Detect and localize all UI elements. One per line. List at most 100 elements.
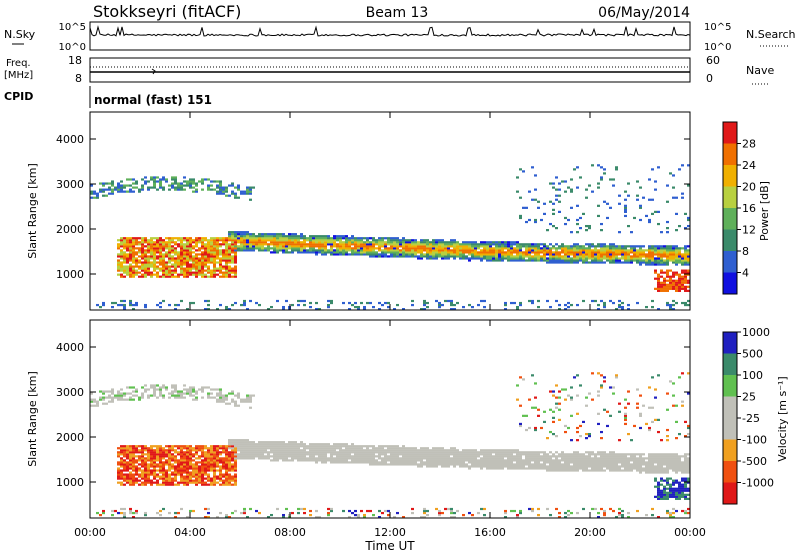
power-cell [366,301,369,305]
velocity-cell [450,516,453,519]
velocity-cell [555,457,558,460]
power-cell [678,251,681,254]
power-cell [594,245,597,248]
power-cell [447,253,450,256]
power-cell [396,239,399,242]
velocity-cell [225,473,228,476]
power-cell [660,275,663,278]
power-cell [231,241,234,244]
power-cell [363,251,366,254]
power-cell [501,259,504,262]
velocity-cell [138,396,141,399]
power-cell [657,263,660,266]
velocity-cell [333,445,336,448]
power-cell [663,249,666,252]
power-cell [198,247,201,250]
velocity-cell [447,507,450,511]
power-cell [96,196,99,199]
power-cell [600,176,603,179]
power-cell [138,271,141,274]
power-cell [393,241,396,244]
power-cell [273,245,276,248]
power-cell [573,245,576,248]
power-cell [492,247,495,250]
power-cell [246,243,249,246]
power-cell [99,182,102,185]
power-cell [195,257,198,260]
power-cell [276,243,279,246]
velocity-cell [357,451,360,454]
power-cell [558,200,561,203]
velocity-cell [474,465,477,468]
velocity-cell [411,463,414,466]
velocity-cell [390,447,393,450]
velocity-cell [336,443,339,446]
power-cell [384,241,387,244]
power-cell [609,255,612,258]
velocity-cell [459,455,462,458]
power-cell [168,273,171,276]
velocity-cell [435,459,438,462]
velocity-cell [543,453,546,456]
power-cell [246,237,249,240]
velocity-cell [228,479,231,482]
power-cell [678,273,681,276]
velocity-cell [393,447,396,450]
power-cell [189,271,192,274]
power-cell [606,247,609,250]
power-cell [177,245,180,248]
velocity-cell [258,447,261,450]
velocity-cell [129,398,132,401]
velocity-cell [351,445,354,448]
power-cell [408,249,411,252]
power-cell [234,301,237,305]
velocity-cell [486,467,489,470]
power-cell [555,194,558,197]
velocity-cell [585,465,588,468]
velocity-cell [402,451,405,454]
power-cell [171,273,174,276]
power-cell [267,233,270,236]
power-cell [180,261,183,264]
velocity-cell [585,463,588,466]
power-cell [609,249,612,252]
power-cell [216,180,219,183]
velocity-cell [198,447,201,450]
velocity-cell [417,451,420,454]
velocity-cell [339,453,342,456]
power-cell [258,241,261,244]
velocity-cell [171,449,174,452]
power-cell [687,164,690,167]
power-cell [534,251,537,254]
power-cell [531,255,534,258]
velocity-cell [303,451,306,454]
power-colorbar-tick-label: 12 [742,224,756,237]
velocity-cell [546,461,549,464]
velocity-cell [282,457,285,460]
velocity-cell [312,443,315,446]
power-cell [231,247,234,250]
power-cell [351,241,354,244]
velocity-cell [507,461,510,464]
power-cell [330,239,333,242]
power-cell [363,237,366,240]
velocity-cell [147,457,150,460]
velocity-cell [228,392,231,395]
velocity-cell [477,461,480,464]
power-cell [678,281,681,284]
power-cell [396,243,399,246]
velocity-cell [294,455,297,458]
velocity-cell [501,457,504,460]
velocity-cell [396,457,399,460]
power-cell [144,273,147,276]
power-cell [165,247,168,250]
velocity-cell [195,465,198,468]
velocity-cell [390,459,393,462]
velocity-cell [438,461,441,464]
power-cell [681,277,684,280]
velocity-cell [327,451,330,454]
power-cell [588,249,591,252]
velocity-cell [534,451,537,454]
power-cell [636,255,639,258]
power-cell [567,305,570,309]
